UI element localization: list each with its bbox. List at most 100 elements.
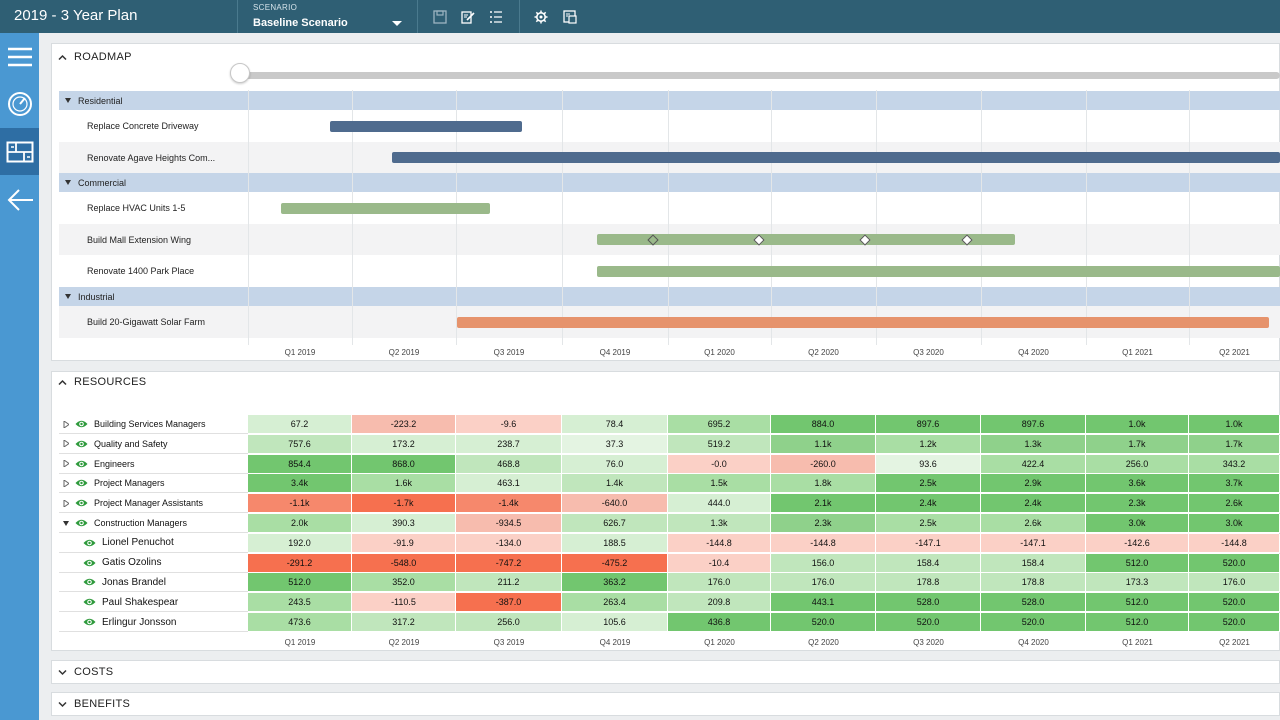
resource-value-cell: 884.0 [771, 415, 876, 434]
collapse-triangle-icon[interactable] [65, 180, 71, 185]
resource-value-cell: 263.4 [562, 593, 668, 613]
visibility-eye-icon[interactable] [83, 558, 96, 568]
sidebar-roadmap-button[interactable] [0, 128, 39, 175]
collapse-triangle-icon[interactable] [65, 294, 71, 299]
list-icon[interactable] [488, 9, 504, 25]
resource-name-cell[interactable]: Lionel Penuchot [59, 533, 248, 553]
resource-value-cell: -640.0 [562, 494, 668, 514]
roadmap-group-row[interactable]: Industrial [59, 287, 1280, 306]
timeline-scrollbar[interactable] [240, 72, 1280, 79]
project-bar[interactable] [281, 202, 490, 214]
expand-triangle-icon[interactable] [63, 479, 69, 487]
save-icon[interactable] [432, 9, 448, 25]
sidebar-menu-button[interactable] [0, 33, 39, 80]
resource-name-cell[interactable]: Paul Shakespear [59, 593, 248, 613]
resource-value-cell: 3.6k [1086, 474, 1189, 494]
resources-header[interactable]: RESOURCES [58, 376, 146, 388]
quarter-label: Q3 2020 [913, 348, 944, 357]
resource-value-cell: 519.2 [668, 434, 771, 454]
resource-value-cell: 3.7k [1189, 474, 1280, 494]
expand-triangle-icon[interactable] [63, 420, 69, 428]
project-bar[interactable] [330, 120, 522, 132]
resource-name-cell[interactable]: Project Managers [59, 474, 248, 494]
quarter-label: Q3 2019 [493, 348, 525, 357]
roadmap-group-row[interactable]: Commercial [59, 173, 1280, 192]
roadmap-header[interactable]: ROADMAP [58, 51, 132, 63]
resource-value-cell: 520.0 [981, 613, 1086, 632]
settings-gear-icon[interactable] [533, 9, 549, 25]
expanded-triangle-icon[interactable] [63, 520, 69, 527]
resource-value-cell: -260.0 [771, 454, 876, 474]
resource-value-cell: 192.0 [248, 533, 352, 553]
expand-triangle-icon[interactable] [63, 499, 69, 507]
resource-value-cell: -934.5 [456, 514, 562, 533]
back-arrow-icon [7, 188, 33, 211]
resource-value-cell: 1.3k [981, 434, 1086, 454]
project-bar[interactable] [392, 152, 1280, 163]
resource-value-cell: 176.0 [1189, 573, 1280, 593]
resources-title: RESOURCES [74, 376, 147, 388]
visibility-eye-icon[interactable] [75, 498, 88, 508]
resource-value-cell: 444.0 [668, 494, 771, 514]
sidebar-back-button[interactable] [0, 176, 39, 223]
resource-value-cell: -9.6 [456, 415, 562, 434]
dashboard-gauge-icon [7, 91, 32, 116]
chevron-down-icon[interactable] [392, 21, 402, 26]
resource-name-cell[interactable]: Erlingur Jonsson [59, 613, 248, 632]
roadmap-group-row[interactable]: Residential [59, 91, 1280, 110]
visibility-eye-icon[interactable] [83, 538, 96, 548]
resource-value-cell: 173.3 [1086, 573, 1189, 593]
benefits-title: BENEFITS [74, 698, 131, 710]
expand-triangle-icon[interactable] [63, 440, 69, 448]
project-bar[interactable] [597, 234, 1015, 245]
visibility-eye-icon[interactable] [83, 617, 96, 627]
resource-value-cell: 2.9k [981, 474, 1086, 494]
toolbar-separator [237, 0, 238, 33]
sidebar-dashboard-button[interactable] [0, 80, 39, 127]
resource-value-cell: -10.4 [668, 553, 771, 573]
resource-value-cell: 1.7k [1086, 434, 1189, 454]
visibility-eye-icon[interactable] [83, 577, 96, 587]
timeline-gridline [668, 90, 669, 345]
task-label: Build 20-Gigawatt Solar Farm [87, 317, 206, 327]
visibility-eye-icon[interactable] [75, 478, 88, 488]
timeline-gridline [456, 90, 457, 345]
quarter-label: Q4 2019 [599, 348, 631, 357]
benefits-header[interactable]: BENEFITS [58, 698, 130, 710]
costs-header[interactable]: COSTS [58, 666, 113, 678]
timeline-gridline [248, 90, 249, 345]
resource-name: Project Manager Assistants [94, 498, 204, 509]
resource-value-cell: -142.6 [1086, 533, 1189, 553]
visibility-eye-icon[interactable] [75, 518, 88, 528]
resource-name-cell[interactable]: Jonas Brandel [59, 573, 248, 593]
collapse-triangle-icon[interactable] [65, 98, 71, 103]
edit-icon[interactable] [460, 9, 476, 25]
task-label: Renovate Agave Heights Com... [87, 152, 216, 163]
timeline-gridline [981, 90, 982, 345]
visibility-eye-icon[interactable] [75, 439, 88, 449]
resource-value-cell: 173.2 [352, 434, 456, 454]
resource-value-cell: 2.4k [981, 494, 1086, 514]
resource-value-cell: 37.3 [562, 434, 668, 454]
resource-name-cell[interactable]: Quality and Safety [59, 434, 248, 454]
expand-triangle-icon[interactable] [63, 460, 69, 468]
resource-value-cell: 897.6 [876, 415, 981, 434]
visibility-eye-icon[interactable] [83, 597, 96, 607]
resource-value-cell: 1.5k [668, 474, 771, 494]
resource-name-cell[interactable]: Project Manager Assistants [59, 494, 248, 514]
resource-value-cell: 1.2k [876, 434, 981, 454]
visibility-eye-icon[interactable] [75, 459, 88, 469]
roadmap-icon [6, 141, 33, 162]
quarter-label: Q2 2020 [808, 638, 839, 647]
resource-name-cell[interactable]: Building Services Managers [59, 415, 248, 434]
project-bar[interactable] [457, 316, 1269, 328]
export-icon[interactable] [562, 9, 578, 25]
resource-value-cell: -147.1 [876, 533, 981, 553]
resource-name-cell[interactable]: Gatis Ozolins [59, 553, 248, 573]
project-bar[interactable] [597, 265, 1280, 277]
resource-name-cell[interactable]: Engineers [59, 454, 248, 474]
resource-name-cell[interactable]: Construction Managers [59, 514, 248, 533]
visibility-eye-icon[interactable] [75, 419, 88, 429]
timeline-scroll-handle[interactable] [230, 63, 250, 83]
quarter-label: Q2 2019 [388, 638, 420, 647]
